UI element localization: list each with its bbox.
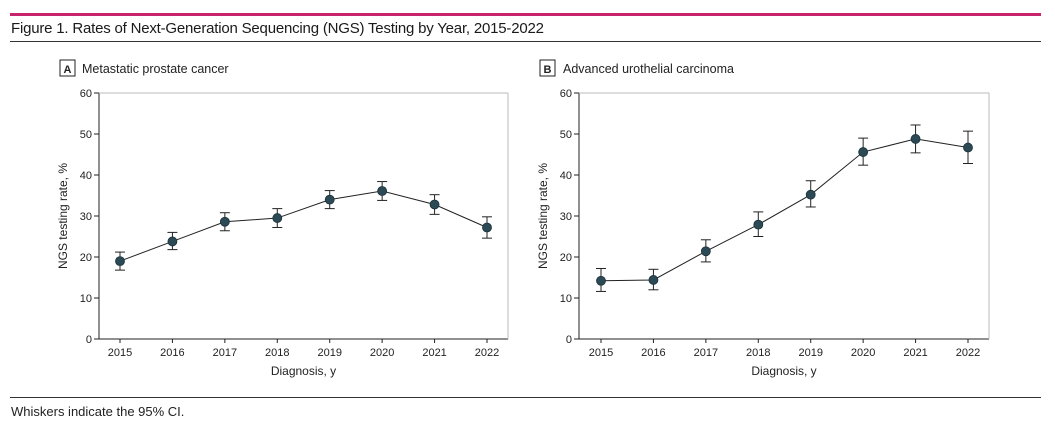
y-tick-label: 30 xyxy=(80,211,92,223)
panel-title: Advanced urothelial carcinoma xyxy=(563,62,734,76)
footnote-divider xyxy=(10,397,1041,398)
y-tick-label: 0 xyxy=(566,334,572,346)
data-point xyxy=(858,147,869,157)
data-point xyxy=(805,189,816,200)
x-tick-label: 2015 xyxy=(108,347,132,359)
panel-label-box xyxy=(539,59,556,77)
y-tick-label: 10 xyxy=(80,293,92,305)
y-tick-label: 40 xyxy=(80,170,92,182)
x-tick-label: 2021 xyxy=(422,347,446,359)
data-point xyxy=(429,199,440,210)
y-tick-label: 20 xyxy=(560,252,572,264)
x-tick-label: 2017 xyxy=(694,347,718,359)
data-point xyxy=(482,222,492,233)
x-tick-label: 2017 xyxy=(213,347,237,359)
x-tick-label: 2020 xyxy=(370,347,394,359)
footnote: Whiskers indicate the 95% CI. xyxy=(11,404,185,419)
data-point xyxy=(596,275,606,286)
chart-panel-b: B Advanced urothelial carcinoma 0 10 20 30 40 5… xyxy=(536,59,990,378)
x-tick-label: 2019 xyxy=(317,347,341,359)
panel-label: B xyxy=(544,64,552,76)
x-tick-label: 2016 xyxy=(641,347,665,359)
x-tick-label: 2019 xyxy=(798,347,822,359)
figure-title: Figure 1. Rates of Next-Generation Seque… xyxy=(11,20,544,37)
data-point xyxy=(753,219,764,230)
title-divider xyxy=(10,41,1041,42)
y-tick-label: 30 xyxy=(560,211,572,223)
panel-label: A xyxy=(64,64,72,76)
x-tick-label: 2018 xyxy=(265,347,289,359)
x-tick-label: 2018 xyxy=(746,347,770,359)
data-point xyxy=(272,213,283,223)
series-line xyxy=(119,190,488,262)
x-tick-label: 2021 xyxy=(903,347,927,359)
y-tick-label: 40 xyxy=(560,170,572,182)
chart-panel-a: A Metastatic prostate cancer 0 10 20 30 40 50 60… xyxy=(56,59,509,378)
y-tick-label: 50 xyxy=(80,129,92,141)
y-tick-label: 60 xyxy=(560,88,572,100)
x-tick-label: 2022 xyxy=(956,347,980,359)
y-tick-label: 60 xyxy=(80,88,92,100)
x-tick-label: 2022 xyxy=(475,347,499,359)
panel-title: Metastatic prostate cancer xyxy=(82,62,229,76)
y-axis-title: NGS testing rate, % xyxy=(536,163,550,269)
x-tick-label: 2015 xyxy=(589,347,613,359)
panel-label-box xyxy=(59,59,76,77)
x-axis-title: Diagnosis, y xyxy=(751,364,816,378)
data-point xyxy=(648,275,659,285)
y-axis-title: NGS testing rate, % xyxy=(56,163,70,269)
y-tick-label: 0 xyxy=(86,334,92,346)
y-tick-label: 10 xyxy=(560,293,572,305)
data-point xyxy=(219,216,230,227)
x-tick-label: 2016 xyxy=(160,347,184,359)
data-point xyxy=(963,142,973,153)
data-point xyxy=(700,246,711,257)
y-tick-label: 20 xyxy=(80,252,92,264)
data-point xyxy=(910,134,921,144)
data-point xyxy=(115,256,125,267)
accent-rule xyxy=(10,13,1041,16)
data-point xyxy=(324,194,335,205)
data-point xyxy=(167,236,178,247)
y-tick-label: 50 xyxy=(560,129,572,141)
series-line xyxy=(600,138,969,282)
x-axis-title: Diagnosis, y xyxy=(271,364,336,378)
data-point xyxy=(377,186,388,196)
x-tick-label: 2020 xyxy=(851,347,875,359)
